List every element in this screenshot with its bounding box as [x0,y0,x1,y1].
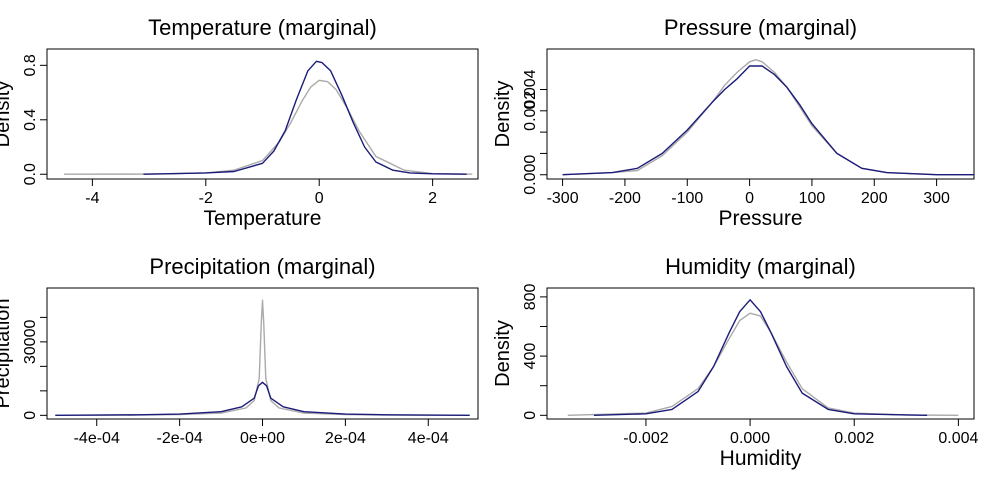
humidity-x-tick-label: 0.000 [730,430,770,447]
precipitation-y-tick-label: 0 [22,411,39,420]
humidity-density-line-2 [593,299,928,416]
humidity-x-tick-label: 0.004 [938,430,978,447]
pressure-density-line-2 [562,65,974,176]
pressure-y-tick-label: 0.000 [522,155,539,195]
pressure-x-tick-label: 300 [923,190,950,207]
temperature-density-line-2 [143,60,467,175]
temperature-x-tick-label: 0 [315,190,324,207]
humidity-y-tick-label: 800 [522,283,539,310]
temperature-x-tick-label: 2 [428,190,437,207]
temperature-x-axis-label: Temperature [204,207,322,230]
temperature-chart-title: Temperature (marginal) [148,15,377,40]
temperature-y-tick-label: 0.8 [22,54,39,76]
humidity-x-tick-label: -0.002 [623,430,668,447]
precipitation-x-tick-label: -4e-04 [74,430,120,447]
temperature-y-tick-label: 0.4 [22,109,39,131]
temperature-density-line-1 [63,79,473,175]
temperature-plot-frame [46,48,479,180]
temperature-y-axis-label: Density [0,81,14,148]
precipitation-density-line-1 [55,299,470,416]
temperature-y-tick-label: 0.0 [22,163,39,185]
pressure-x-tick-label: -300 [547,190,579,207]
precipitation-x-tick-label: 4e-04 [408,430,449,447]
humidity-x-tick-label: 0.002 [834,430,874,447]
pressure-y-axis-label: Density [492,81,514,148]
pressure-x-tick-label: -100 [671,190,703,207]
humidity-x-axis-label: Humidity [720,447,802,470]
humidity-plot-frame [546,287,975,420]
precipitation-x-tick-label: 0e+00 [240,430,285,447]
precipitation-x-tick-label: -2e-04 [156,430,202,447]
precipitation-density-line-2 [55,381,470,416]
temperature-x-tick-label: -2 [199,190,213,207]
pressure-x-tick-label: 200 [861,190,888,207]
precipitation-chart-title: Precipitation (marginal) [149,254,375,279]
precipitation-x-tick-label: 2e-04 [325,430,366,447]
pressure-plot-frame [546,48,975,180]
humidity-y-axis-label: Density [492,320,514,387]
precipitation-y-tick-label: 30000 [22,320,39,365]
humidity-density-line-1 [567,312,959,416]
pressure-x-tick-label: 0 [745,190,754,207]
humidity-y-tick-label: 400 [522,343,539,370]
precipitation-y-axis-label: Precipitation [0,298,14,408]
pressure-chart-title: Pressure (marginal) [664,15,857,40]
pressure-density-line-1 [562,59,974,176]
pressure-x-tick-label: 100 [799,190,826,207]
pressure-y-tick-label: 0.004 [522,69,539,109]
pressure-x-axis-label: Pressure [718,207,802,230]
humidity-y-tick-label: 0 [522,411,539,420]
pressure-x-tick-label: -200 [609,190,641,207]
humidity-chart-title: Humidity (marginal) [665,254,856,279]
temperature-x-tick-label: -4 [85,190,99,207]
pressure-y-tick-label: 0.002 [522,91,539,131]
